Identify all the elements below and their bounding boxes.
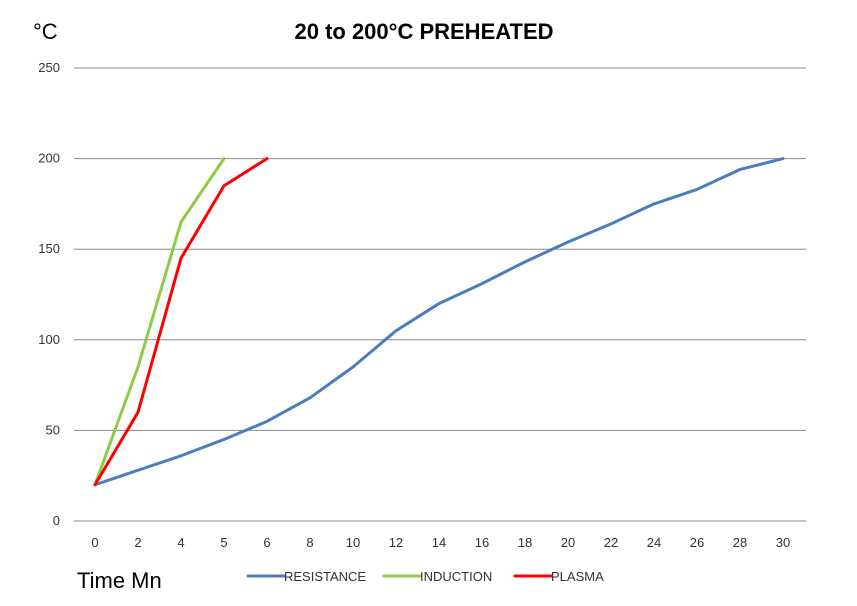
series-line-induction (93, 157, 226, 487)
gridlines (74, 67, 806, 522)
x-tick-label: 5 (220, 535, 227, 550)
y-tick-label: 0 (53, 513, 60, 528)
y-tick-label: 200 (38, 151, 60, 166)
x-tick-label: 26 (690, 535, 704, 550)
x-tick-label: 24 (647, 535, 661, 550)
x-tick-label: 28 (733, 535, 747, 550)
y-tick-label: 150 (38, 241, 60, 256)
x-tick-label: 8 (306, 535, 313, 550)
y-tick-label: 50 (46, 422, 60, 437)
x-tick-label: 30 (776, 535, 790, 550)
y-axis-unit-label: °C (33, 19, 58, 44)
y-tick-label: 100 (38, 332, 60, 347)
x-axis-ticks: 0 2 4 5 6 8 10 12 14 16 18 20 22 24 26 28 30 (91, 535, 790, 550)
x-axis-label: Time Mn (77, 568, 162, 593)
x-tick-label: 4 (177, 535, 184, 550)
x-tick-label: 0 (91, 535, 98, 550)
x-tick-label: 10 (346, 535, 360, 550)
x-tick-label: 20 (561, 535, 575, 550)
chart-title: 20 to 200°C PREHEATED (294, 19, 553, 44)
series-line-resistance (93, 157, 785, 487)
x-tick-label: 6 (263, 535, 270, 550)
x-tick-label: 18 (518, 535, 532, 550)
x-tick-label: 22 (604, 535, 618, 550)
legend-label-plasma: PLASMA (551, 569, 604, 584)
x-tick-label: 16 (475, 535, 489, 550)
x-tick-label: 2 (134, 535, 141, 550)
legend-label-induction: INDUCTION (420, 569, 492, 584)
series-line-plasma (93, 157, 269, 487)
y-tick-label: 250 (38, 60, 60, 75)
x-tick-label: 12 (389, 535, 403, 550)
legend: RESISTANCE INDUCTION PLASMA (246, 569, 604, 584)
legend-label-resistance: RESISTANCE (284, 569, 366, 584)
series-lines (93, 157, 785, 487)
y-axis-ticks: 0 50 100 150 200 250 (38, 60, 60, 528)
x-tick-label: 14 (432, 535, 446, 550)
